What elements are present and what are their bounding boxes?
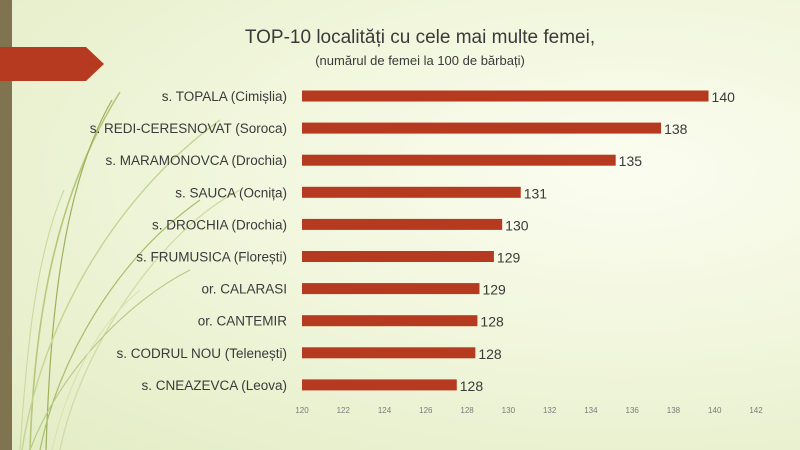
- decor-curve: [21, 119, 221, 450]
- category-label: s. FRUMUSICA (Florești): [136, 250, 287, 265]
- decor-curve: [51, 289, 141, 450]
- data-label: 128: [480, 314, 504, 330]
- category-label: s. CNEAZEVCA (Leova): [141, 378, 287, 393]
- bar: [302, 90, 709, 102]
- decor-curve: [59, 189, 241, 450]
- category-label: s. REDI-CERESNOVAT (Soroca): [90, 121, 287, 136]
- x-tick-label: 130: [502, 406, 516, 415]
- x-tick-label: 122: [337, 406, 351, 415]
- category-label: s. MARAMONOVCA (Drochia): [105, 153, 287, 168]
- title-banner-arrow: [0, 47, 104, 81]
- data-label: 140: [712, 89, 736, 105]
- bar: [302, 154, 616, 166]
- bar: [302, 315, 478, 327]
- category-label: s. DROCHIA (Drochia): [152, 217, 287, 232]
- x-tick-label: 126: [419, 406, 433, 415]
- chart-title: TOP-10 localități cu cele mai multe feme…: [244, 27, 596, 48]
- chart-title-block: TOP-10 localități cu cele mai multe feme…: [150, 26, 690, 70]
- x-tick-label: 132: [543, 406, 557, 415]
- x-tick-label: 120: [295, 406, 309, 415]
- data-label: 128: [478, 346, 502, 362]
- bar: [302, 122, 662, 134]
- category-label: or. CALARASI: [201, 282, 287, 297]
- chart-subtitle: (numărul de femei la 100 de bărbați): [315, 53, 525, 68]
- category-label: s. SAUCA (Ocnița): [175, 185, 287, 200]
- category-label: or. CANTEMIR: [198, 314, 288, 329]
- x-tick-label: 128: [460, 406, 474, 415]
- data-label: 135: [619, 153, 643, 169]
- x-tick-label: 134: [584, 406, 598, 415]
- data-label: 131: [524, 185, 548, 201]
- bar: [302, 347, 476, 359]
- bar: [302, 379, 457, 391]
- data-label: 130: [505, 217, 529, 233]
- x-tick-label: 142: [749, 406, 763, 415]
- data-label: 138: [664, 121, 688, 137]
- side-strip: [0, 0, 12, 450]
- x-tick-label: 138: [667, 406, 681, 415]
- data-label: 129: [482, 282, 506, 298]
- bar: [302, 218, 503, 230]
- x-tick-label: 136: [626, 406, 640, 415]
- bar: [302, 251, 494, 262]
- data-label: 129: [497, 250, 521, 266]
- bar: [302, 186, 521, 198]
- decor-curve: [45, 99, 113, 450]
- decor-curve: [29, 269, 191, 450]
- decor-curve: [39, 199, 201, 450]
- data-label: 128: [460, 378, 484, 394]
- x-tick-label: 140: [708, 406, 722, 415]
- category-label: s. CODRUL NOU (Telenești): [116, 346, 287, 361]
- bar: [302, 283, 480, 295]
- category-label: s. TOPALA (Cimișlia): [162, 89, 287, 104]
- decor-curve: [19, 189, 65, 450]
- x-tick-label: 124: [378, 406, 392, 415]
